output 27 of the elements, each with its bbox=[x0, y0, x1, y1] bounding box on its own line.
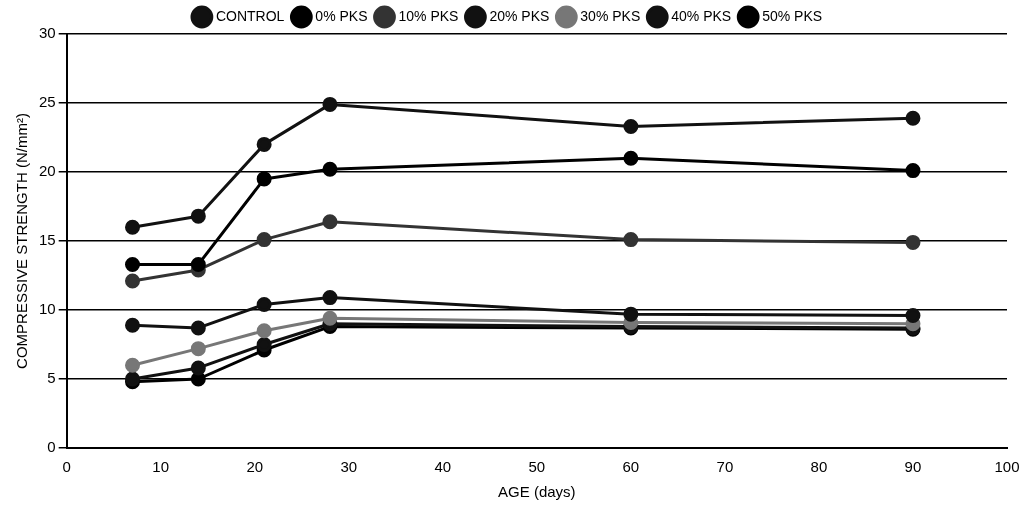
legend-label: 50% PKS bbox=[762, 7, 823, 24]
legend-label: 20% PKS bbox=[489, 7, 550, 24]
x-tick-label: 0 bbox=[62, 458, 71, 476]
y-tick-label: 30 bbox=[39, 24, 56, 42]
y-tick-label: 5 bbox=[47, 369, 56, 387]
x-tick-label: 50 bbox=[528, 458, 546, 476]
x-tick-label: 40 bbox=[434, 458, 452, 476]
y-axis-title: COMPRESSIVE STRENGTH (N/mm²) bbox=[13, 113, 31, 369]
y-tick-label: 0 bbox=[47, 438, 56, 456]
x-tick-label: 100 bbox=[994, 458, 1020, 476]
x-axis-title: AGE (days) bbox=[498, 483, 576, 501]
y-tick-label: 10 bbox=[39, 300, 56, 318]
x-tick-label: 20 bbox=[246, 458, 264, 476]
x-tick-label: 60 bbox=[622, 458, 640, 476]
legend-label: 10% PKS bbox=[398, 7, 459, 24]
legend-label: 30% PKS bbox=[580, 7, 641, 24]
y-tick-label: 25 bbox=[39, 93, 56, 111]
y-tick-label: 20 bbox=[39, 162, 56, 180]
legend-label: CONTROL bbox=[215, 7, 285, 24]
legend-label: 0% PKS bbox=[315, 7, 368, 24]
y-tick-label: 15 bbox=[39, 231, 56, 249]
legend-label: 40% PKS bbox=[671, 7, 732, 24]
x-tick-label: 10 bbox=[152, 458, 170, 476]
x-tick-label: 80 bbox=[810, 458, 828, 476]
x-tick-label: 90 bbox=[904, 458, 922, 476]
x-tick-label: 70 bbox=[716, 458, 734, 476]
x-tick-label: 30 bbox=[340, 458, 358, 476]
